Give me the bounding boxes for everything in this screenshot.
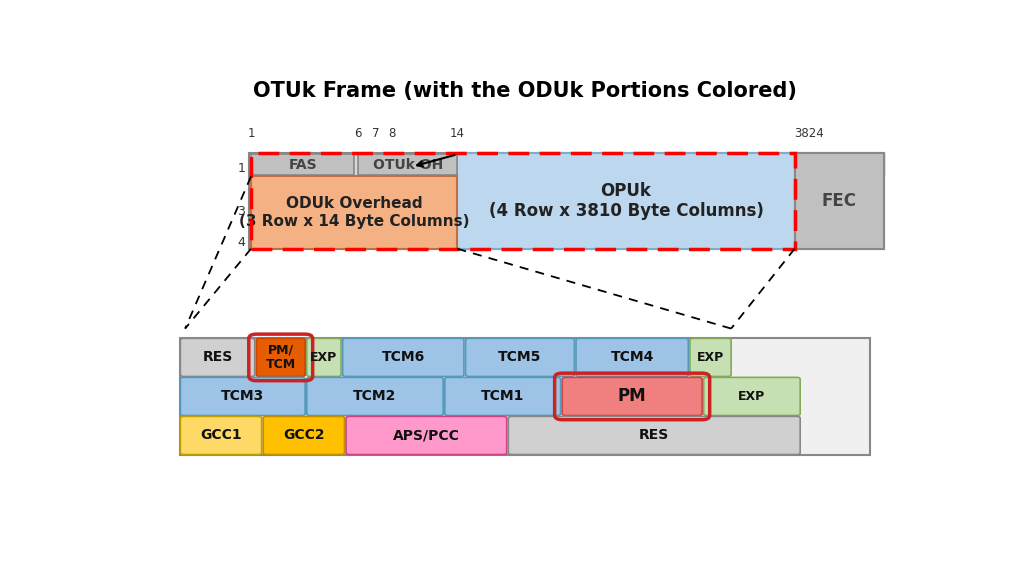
FancyBboxPatch shape [358, 154, 458, 175]
Text: RES: RES [203, 350, 232, 365]
FancyBboxPatch shape [690, 338, 731, 377]
Text: ODUk Overhead
(3 Row x 14 Byte Columns): ODUk Overhead (3 Row x 14 Byte Columns) [239, 196, 469, 229]
Text: 8: 8 [388, 127, 396, 140]
Text: TCM1: TCM1 [481, 389, 524, 403]
Text: GCC1: GCC1 [201, 429, 242, 442]
FancyBboxPatch shape [795, 153, 884, 249]
FancyBboxPatch shape [249, 153, 884, 176]
Text: TCM4: TCM4 [610, 350, 654, 365]
Text: 1: 1 [247, 127, 255, 140]
Text: 3824: 3824 [794, 127, 823, 140]
Text: EXP: EXP [310, 351, 338, 364]
Text: 4: 4 [238, 236, 246, 249]
FancyBboxPatch shape [343, 338, 464, 377]
Text: OTUk Frame (with the ODUk Portions Colored): OTUk Frame (with the ODUk Portions Color… [253, 81, 797, 101]
Text: OTUk OH: OTUk OH [373, 158, 442, 172]
FancyBboxPatch shape [180, 377, 305, 415]
Text: EXP: EXP [697, 351, 724, 364]
Text: GCC2: GCC2 [283, 429, 325, 442]
FancyBboxPatch shape [256, 338, 305, 377]
FancyBboxPatch shape [180, 416, 262, 454]
FancyBboxPatch shape [703, 377, 800, 415]
FancyBboxPatch shape [444, 377, 560, 415]
FancyBboxPatch shape [180, 338, 255, 377]
FancyBboxPatch shape [263, 416, 344, 454]
Text: FAS: FAS [289, 158, 316, 172]
Text: PM/
TCM: PM/ TCM [265, 343, 296, 372]
Text: PM: PM [617, 388, 646, 406]
Text: 6: 6 [354, 127, 361, 140]
Text: 7: 7 [372, 127, 379, 140]
FancyBboxPatch shape [508, 416, 800, 454]
FancyBboxPatch shape [458, 153, 795, 249]
FancyBboxPatch shape [307, 338, 341, 377]
Text: EXP: EXP [738, 390, 766, 403]
FancyBboxPatch shape [179, 338, 870, 455]
FancyBboxPatch shape [346, 416, 507, 454]
FancyBboxPatch shape [251, 154, 354, 175]
Text: TCM2: TCM2 [353, 389, 396, 403]
FancyBboxPatch shape [562, 377, 702, 415]
Text: TCM3: TCM3 [221, 389, 264, 403]
FancyBboxPatch shape [307, 377, 443, 415]
FancyBboxPatch shape [249, 153, 884, 249]
FancyBboxPatch shape [466, 338, 574, 377]
Text: RES: RES [639, 429, 670, 442]
Text: TCM5: TCM5 [499, 350, 542, 365]
FancyBboxPatch shape [575, 338, 688, 377]
Text: FEC: FEC [821, 192, 856, 210]
Text: APS/PCC: APS/PCC [393, 429, 460, 442]
Text: 3: 3 [238, 204, 246, 218]
Text: 1: 1 [238, 162, 246, 176]
Text: TCM6: TCM6 [382, 350, 425, 365]
Text: 14: 14 [450, 127, 465, 140]
FancyBboxPatch shape [251, 176, 458, 249]
Text: OPUk
(4 Row x 3810 Byte Columns): OPUk (4 Row x 3810 Byte Columns) [488, 181, 764, 221]
